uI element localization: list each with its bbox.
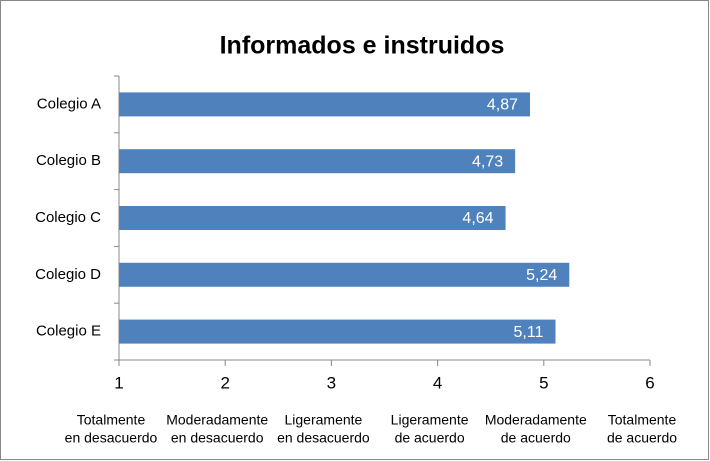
y-tick-label: Colegio D (35, 266, 101, 283)
x-tick-description: en desacuerdo (171, 430, 264, 446)
y-tick-label: Colegio A (37, 95, 101, 112)
value-label: 5,11 (514, 324, 544, 341)
x-tick-label: 3 (327, 373, 336, 392)
bar (119, 319, 556, 344)
x-tick-description: Totalmente (77, 412, 146, 428)
x-tick-label: 5 (539, 373, 548, 392)
value-label: 5,24 (526, 267, 557, 284)
bar (119, 206, 506, 230)
x-tick-description: de acuerdo (395, 430, 465, 446)
x-tick-label: 1 (114, 373, 123, 392)
chart-title: Informados e instruidos (220, 32, 505, 60)
value-label: 4,73 (472, 153, 503, 170)
bar (119, 262, 570, 287)
x-tick-description: Moderadamente (485, 412, 587, 428)
x-tick-description: Moderadamente (166, 412, 268, 428)
x-tick-description: Ligeramente (391, 412, 469, 428)
y-tick-label: Colegio B (36, 152, 101, 169)
y-tick-label: Colegio E (36, 323, 101, 340)
x-tick-description: en desacuerdo (277, 430, 370, 446)
x-tick-label: 6 (645, 373, 654, 392)
bar (119, 92, 530, 117)
value-label: 4,64 (462, 210, 493, 227)
y-tick-label: Colegio C (35, 209, 101, 226)
x-tick-label: 4 (433, 373, 442, 392)
x-tick-description: de acuerdo (607, 430, 677, 446)
value-label: 4,87 (487, 97, 518, 114)
x-tick-description: Totalmente (608, 412, 677, 428)
x-tick-description: de acuerdo (501, 430, 571, 446)
x-tick-description: Ligeramente (284, 412, 362, 428)
bar (119, 149, 516, 174)
x-tick-description: en desacuerdo (65, 430, 158, 446)
x-tick-label: 2 (220, 373, 229, 392)
